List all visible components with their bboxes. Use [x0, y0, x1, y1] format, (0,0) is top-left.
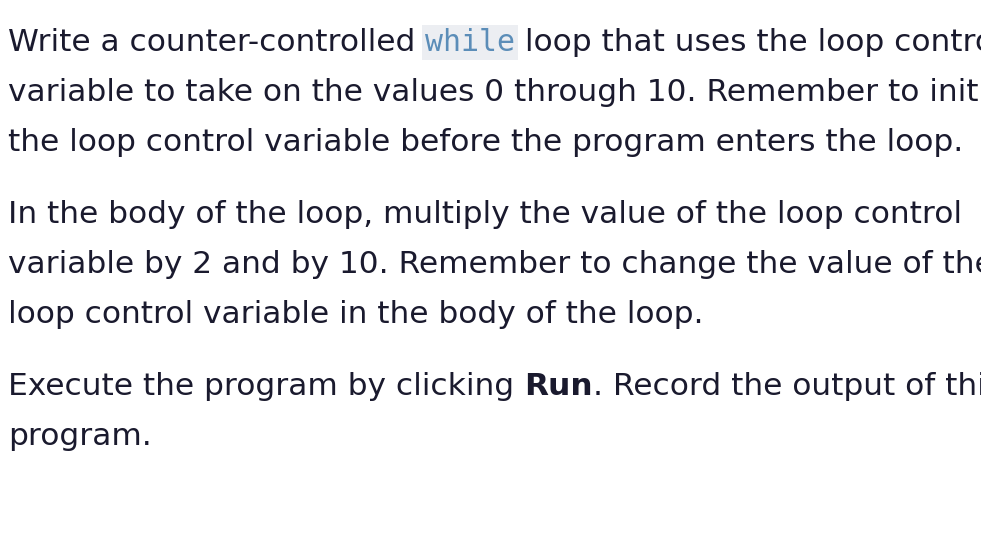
FancyBboxPatch shape	[422, 25, 518, 60]
Text: Execute the program by clicking: Execute the program by clicking	[8, 372, 524, 401]
Text: In the body of the loop, multiply the value of the loop control: In the body of the loop, multiply the va…	[8, 200, 962, 229]
Text: variable by 2 and by 10. Remember to change the value of the: variable by 2 and by 10. Remember to cha…	[8, 250, 981, 279]
Text: loop control variable in the body of the loop.: loop control variable in the body of the…	[8, 300, 703, 329]
Text: Write a counter-controlled: Write a counter-controlled	[8, 28, 425, 57]
Text: loop that uses the loop control: loop that uses the loop control	[515, 28, 981, 57]
Text: variable to take on the values 0 through 10. Remember to initialize: variable to take on the values 0 through…	[8, 78, 981, 107]
Text: the loop control variable before the program enters the loop.: the loop control variable before the pro…	[8, 128, 963, 157]
Text: Run: Run	[524, 372, 593, 401]
Text: . Record the output of this: . Record the output of this	[593, 372, 981, 401]
Text: while: while	[425, 28, 515, 57]
Text: program.: program.	[8, 422, 152, 451]
